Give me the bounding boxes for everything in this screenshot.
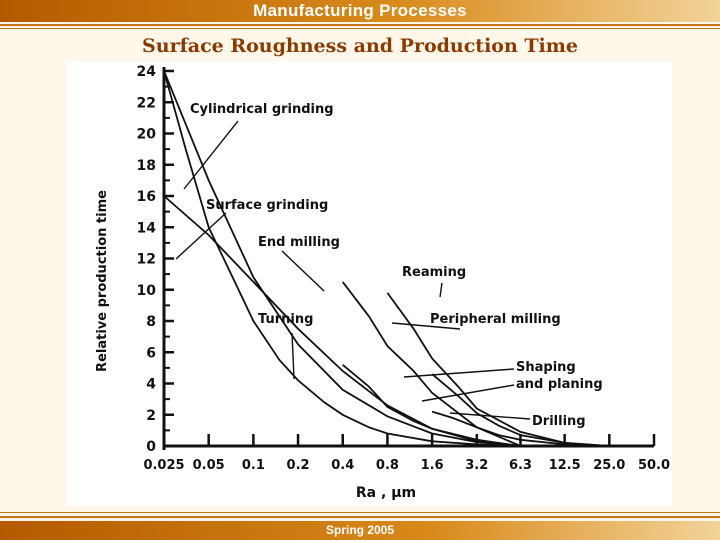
chart-figure: 0 2 4 6 8 10 12 14 16 18 20 22 24 0.025 0.05 0.1 0.2 0.4 0… — [66, 61, 672, 506]
header-rule — [0, 24, 720, 26]
annotation-end-milling: End milling — [258, 235, 340, 250]
leader-line-drilling — [449, 412, 531, 420]
annotation-reaming: Reaming — [402, 265, 466, 280]
annotation-peripheral-milling: Peripheral milling — [430, 312, 561, 327]
y-tick-label-8: 8 — [146, 314, 156, 330]
y-tick-label-6: 6 — [146, 345, 156, 361]
annotation-surface-grinding: Surface grinding — [206, 198, 328, 213]
header-rule-thin — [0, 28, 720, 29]
curve-cylindrical-grinding — [163, 70, 521, 447]
x-tick-label-0.05: 0.05 — [193, 458, 225, 473]
leader-line-surface-grinding — [175, 212, 227, 260]
x-tick-label-1.6: 1.6 — [421, 458, 444, 473]
y-tick-label-10: 10 — [137, 283, 157, 299]
leader-line-end-milling — [281, 250, 325, 292]
y-axis-label: Relative production time — [95, 190, 110, 372]
x-tick-label-25.0: 25.0 — [593, 458, 625, 473]
y-tick-label-20: 20 — [137, 127, 157, 143]
annotation-shaping: Shaping — [516, 360, 576, 375]
y-tick-label-24: 24 — [137, 64, 157, 80]
leader-line-peripheral-milling — [391, 322, 461, 330]
annotation-and-planing: and planing — [516, 377, 603, 392]
leader-line-cylindrical-grinding — [183, 120, 239, 190]
curve-surface-grinding — [163, 70, 521, 447]
y-tick-label-12: 12 — [137, 252, 156, 268]
header-title: Manufacturing Processes — [253, 1, 467, 20]
y-tick-label-0: 0 — [146, 439, 156, 455]
chart-title: Surface Roughness and Production Time — [142, 35, 578, 57]
y-tick-label-2: 2 — [146, 408, 156, 424]
y-tick-label-16: 16 — [137, 189, 156, 205]
y-tick-label-4: 4 — [146, 377, 156, 393]
y-tick-label-14: 14 — [137, 220, 157, 236]
x-tick-label-0.4: 0.4 — [331, 458, 354, 473]
x-tick-label-0.025: 0.025 — [143, 458, 184, 473]
annotation-cylindrical-grinding: Cylindrical grinding — [190, 102, 334, 117]
curve-reaming — [341, 281, 521, 447]
header-bar: Manufacturing Processes — [0, 0, 720, 22]
annotation-turning: Turning — [258, 312, 313, 327]
x-tick-label-0.8: 0.8 — [376, 458, 399, 473]
x-tick-label-6.3: 6.3 — [509, 458, 532, 473]
curve-turning — [342, 364, 521, 447]
leader-line-turning — [291, 332, 295, 380]
leader-line-and-planing — [421, 384, 515, 402]
x-tick-label-3.2: 3.2 — [465, 458, 488, 473]
chart-curves — [163, 70, 654, 447]
annotation-drilling: Drilling — [532, 414, 586, 429]
x-tick-label-50.0: 50.0 — [638, 458, 670, 473]
chart-axes — [162, 67, 654, 450]
curve-end-milling — [163, 195, 521, 447]
y-tick-label-22: 22 — [137, 95, 156, 111]
x-tick-label-0.2: 0.2 — [287, 458, 310, 473]
x-axis-label: Ra , μm — [356, 485, 416, 501]
x-tick-label-0.1: 0.1 — [242, 458, 265, 473]
y-tick-label-18: 18 — [137, 158, 156, 174]
leader-line-shaping — [403, 368, 515, 378]
leader-line-reaming — [439, 282, 443, 298]
footer-rule-thin — [0, 512, 720, 513]
chart-annotations: Cylindrical grinding Surface grinding End … — [175, 102, 603, 429]
x-tick-label-12.5: 12.5 — [549, 458, 581, 473]
footer-text: Spring 2005 — [325, 523, 395, 537]
footer-rule — [0, 516, 720, 518]
footer-bar: Spring 2005 — [0, 521, 720, 540]
curve-drilling — [431, 410, 610, 447]
